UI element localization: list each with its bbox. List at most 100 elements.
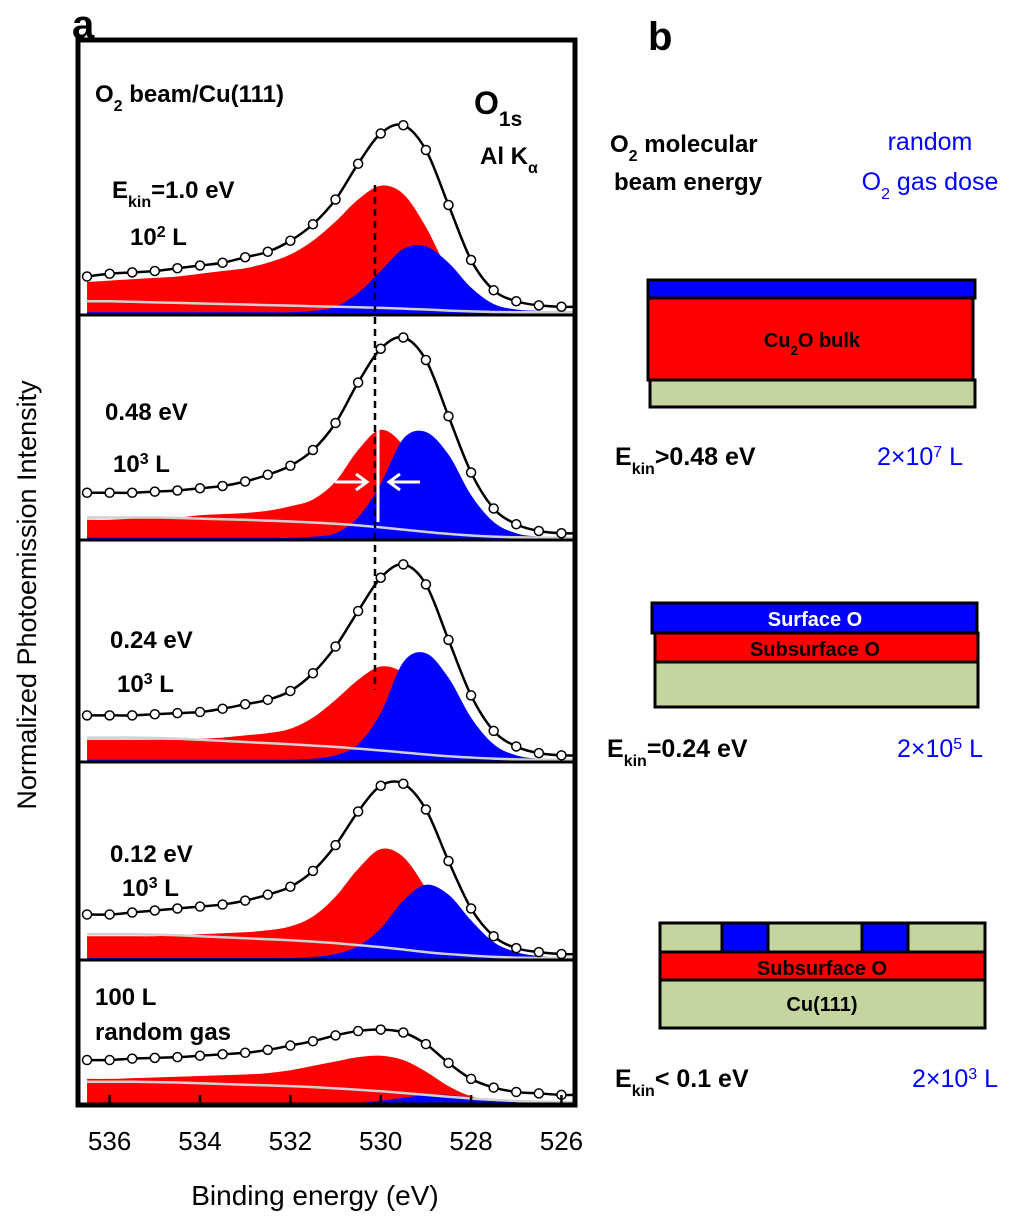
data-point bbox=[126, 710, 138, 721]
data-point bbox=[81, 271, 93, 282]
data-point bbox=[352, 806, 364, 817]
data-point bbox=[443, 411, 454, 422]
surface-layer bbox=[646, 278, 977, 300]
data-point bbox=[285, 235, 296, 246]
annotation-part: α bbox=[528, 160, 538, 177]
data-point bbox=[172, 903, 183, 914]
panel-label-part: random gas bbox=[95, 1019, 231, 1046]
panel-label: 0.48 eV bbox=[105, 399, 188, 426]
data-point bbox=[533, 300, 545, 311]
component-area bbox=[87, 1055, 575, 1105]
data-point bbox=[580, 751, 589, 760]
data-point bbox=[330, 839, 341, 851]
condition-dose: 2×107 L bbox=[877, 443, 963, 471]
data-point bbox=[262, 1044, 274, 1056]
data-point bbox=[352, 1025, 364, 1037]
component-area bbox=[87, 652, 575, 762]
header-dose-part: gas dose bbox=[890, 168, 998, 196]
data-point bbox=[194, 901, 206, 912]
data-point bbox=[172, 263, 183, 274]
data-point bbox=[375, 343, 386, 354]
x-tick-label: 534 bbox=[178, 1126, 221, 1156]
panel-label-part: L bbox=[153, 671, 174, 698]
data-point bbox=[285, 460, 296, 471]
data-point bbox=[307, 865, 319, 877]
cu-layer bbox=[658, 978, 987, 1030]
header-dose-part: 2 bbox=[881, 186, 890, 203]
component-area bbox=[87, 429, 575, 540]
data-point bbox=[398, 120, 409, 131]
panel-label-part: 0.12 eV bbox=[110, 841, 193, 868]
layer-label-part: Cu(111) bbox=[786, 994, 857, 1016]
plot-area bbox=[81, 120, 589, 1105]
data-point bbox=[398, 559, 409, 570]
layer-label-part: Surface O bbox=[768, 609, 862, 631]
condition-energy-part: E bbox=[615, 1065, 632, 1093]
data-point bbox=[262, 694, 274, 706]
data-point bbox=[104, 268, 115, 279]
data-point bbox=[104, 710, 115, 721]
data-point bbox=[465, 690, 477, 701]
condition-dose: 2×103 L bbox=[912, 1065, 998, 1093]
panel-label-part: 2 bbox=[157, 224, 166, 241]
header-energy: O2 molecular bbox=[610, 131, 758, 165]
data-point bbox=[488, 1082, 499, 1093]
background-line bbox=[87, 516, 575, 540]
data-point bbox=[488, 725, 499, 737]
data-point bbox=[262, 469, 274, 480]
data-point bbox=[420, 354, 432, 366]
panel-label-part: 10 bbox=[113, 451, 140, 478]
panel-label: 100 L bbox=[95, 984, 156, 1011]
condition-energy: Ekin=0.24 eV bbox=[607, 735, 748, 770]
data-point bbox=[217, 899, 228, 910]
panel-label: 0.24 eV bbox=[110, 627, 193, 654]
x-tick-label: 532 bbox=[269, 1126, 312, 1156]
header-energy-part: molecular bbox=[638, 131, 758, 158]
data-point bbox=[465, 1073, 477, 1085]
data-point bbox=[239, 476, 251, 487]
data-point bbox=[443, 634, 454, 646]
data-point bbox=[488, 285, 499, 296]
data-point bbox=[239, 699, 251, 710]
data-point bbox=[81, 1054, 93, 1066]
condition-dose-part: L bbox=[977, 1065, 998, 1093]
surface-layer bbox=[650, 601, 979, 635]
data-point bbox=[375, 780, 386, 792]
data-point bbox=[375, 572, 386, 583]
condition-energy: Ekin>0.48 eV bbox=[615, 443, 756, 478]
panel-label-part: 10 bbox=[122, 875, 149, 902]
data-point bbox=[556, 948, 567, 960]
condition-dose-part: 2×10 bbox=[912, 1065, 968, 1093]
data-point bbox=[330, 194, 341, 205]
data-point bbox=[262, 246, 274, 257]
data-point bbox=[580, 529, 589, 538]
data-point bbox=[285, 1040, 296, 1051]
data-point bbox=[488, 503, 499, 514]
data-point bbox=[307, 219, 319, 230]
condition-dose-part: 7 bbox=[933, 444, 942, 461]
data-point bbox=[533, 1088, 545, 1099]
data-point bbox=[149, 265, 161, 277]
condition-dose-part: L bbox=[962, 735, 983, 763]
data-point bbox=[556, 750, 567, 761]
data-point bbox=[352, 377, 364, 388]
cu-layer bbox=[648, 378, 977, 409]
layer-label-part: Subsurface O bbox=[757, 958, 887, 980]
data-point bbox=[172, 1051, 183, 1063]
condition-dose-part: 3 bbox=[968, 1066, 977, 1083]
data-point bbox=[375, 128, 386, 139]
condition-dose-part: 2×10 bbox=[897, 735, 953, 763]
component-area bbox=[87, 185, 575, 315]
data-point bbox=[465, 467, 477, 478]
panel-label: random gas bbox=[95, 1019, 231, 1046]
data-point bbox=[443, 855, 454, 867]
data-point bbox=[104, 487, 115, 498]
panel-label-part: L bbox=[149, 451, 170, 478]
schematic-1 bbox=[646, 278, 977, 409]
panel-label-part: 0.24 eV bbox=[110, 627, 193, 654]
condition-energy-part: < 0.1 eV bbox=[655, 1065, 749, 1093]
header-dose-part: O bbox=[862, 168, 881, 196]
panel-label-part: L bbox=[158, 875, 179, 902]
data-point bbox=[81, 710, 93, 721]
